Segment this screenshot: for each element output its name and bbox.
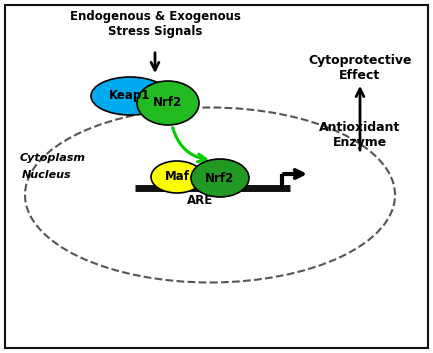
Text: Keap1: Keap1 <box>109 90 151 102</box>
Ellipse shape <box>91 77 169 115</box>
FancyArrowPatch shape <box>173 128 206 162</box>
Text: Cytoplasm: Cytoplasm <box>20 153 86 163</box>
Ellipse shape <box>191 159 249 197</box>
Text: Endogenous & Exogenous
Stress Signals: Endogenous & Exogenous Stress Signals <box>70 10 240 38</box>
Ellipse shape <box>137 81 199 125</box>
Ellipse shape <box>151 161 203 193</box>
Text: ARE: ARE <box>187 195 213 208</box>
Text: Nrf2: Nrf2 <box>205 172 235 185</box>
Text: Nrf2: Nrf2 <box>153 96 183 109</box>
Text: Maf: Maf <box>165 170 190 184</box>
Text: Nucleus: Nucleus <box>22 170 71 180</box>
FancyBboxPatch shape <box>5 5 428 348</box>
Text: Antioxidant
Enzyme: Antioxidant Enzyme <box>319 121 401 149</box>
Text: Cytoprotective
Effect: Cytoprotective Effect <box>308 54 412 82</box>
